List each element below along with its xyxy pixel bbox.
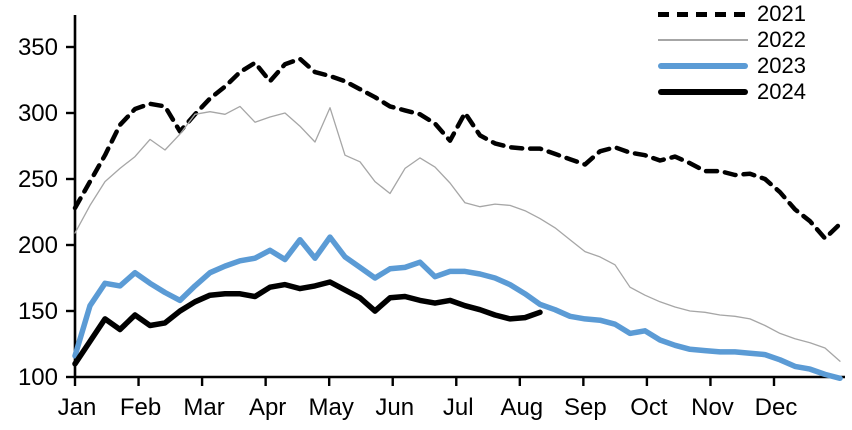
legend-dashed-line-icon [658,11,748,17]
x-axis-tick-label: Nov [691,394,734,421]
x-axis-tick-label: Mar [183,394,224,421]
x-axis-tick-label: Jul [443,394,474,421]
series-line-2023 [72,234,843,382]
legend-black-line-icon [658,89,748,95]
y-axis-tick-label: 150 [18,298,58,325]
series-line-2021 [72,56,843,241]
y-axis-tick-label: 200 [18,232,58,259]
x-axis-tick-label: Feb [120,394,161,421]
x-axis-tick-label: Aug [500,394,543,421]
legend-blue-line-icon [658,63,748,69]
legend-item-2021: 2021 [658,1,806,27]
x-axis-tick-label: Dec [755,394,798,421]
y-axis-tick-label: 300 [18,100,58,127]
legend-label-2022: 2022 [757,27,806,52]
x-axis-tick-label: Sep [564,394,607,421]
series-line-2024 [72,279,543,367]
legend-thin-line-icon [658,39,748,41]
legend: 2021 2022 2023 2024 [658,1,806,105]
y-axis-tick-label: 350 [18,34,58,61]
legend-label-2023: 2023 [757,53,806,78]
legend-label-2024: 2024 [757,79,806,104]
legend-item-2024: 2024 [658,79,806,105]
legend-label-2021: 2021 [757,1,806,26]
x-axis-tick-label: Apr [249,394,286,421]
x-axis-tick-label: May [309,394,354,421]
y-axis-tick-label: 250 [18,166,58,193]
x-axis-tick-label: Jun [375,394,414,421]
y-axis-tick-label: 100 [18,364,58,391]
legend-item-2022: 2022 [658,27,806,53]
x-axis-tick-label: Jan [58,394,97,421]
legend-item-2023: 2023 [658,53,806,79]
series-line-2022 [74,105,841,362]
x-axis-tick-label: Oct [630,394,668,421]
